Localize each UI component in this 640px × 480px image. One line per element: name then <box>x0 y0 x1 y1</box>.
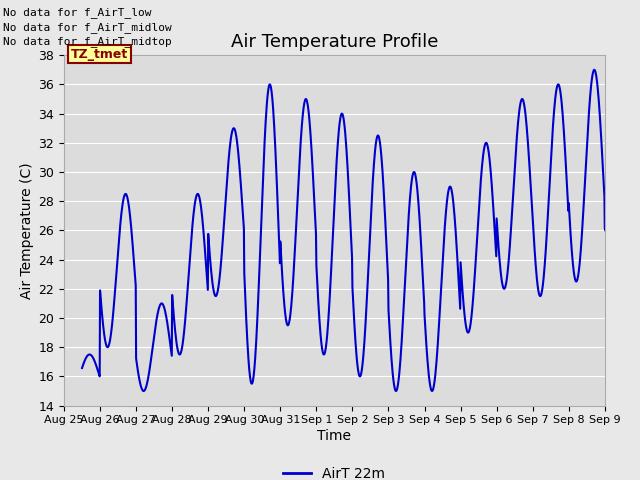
Title: Air Temperature Profile: Air Temperature Profile <box>230 33 438 51</box>
Y-axis label: Air Temperature (C): Air Temperature (C) <box>20 162 34 299</box>
Text: No data for f_AirT_low: No data for f_AirT_low <box>3 7 152 18</box>
X-axis label: Time: Time <box>317 430 351 444</box>
Text: No data for f_AirT_midtop: No data for f_AirT_midtop <box>3 36 172 47</box>
Legend: AirT 22m: AirT 22m <box>278 461 391 480</box>
Text: TZ_tmet: TZ_tmet <box>71 48 128 61</box>
Text: No data for f_AirT_midlow: No data for f_AirT_midlow <box>3 22 172 33</box>
